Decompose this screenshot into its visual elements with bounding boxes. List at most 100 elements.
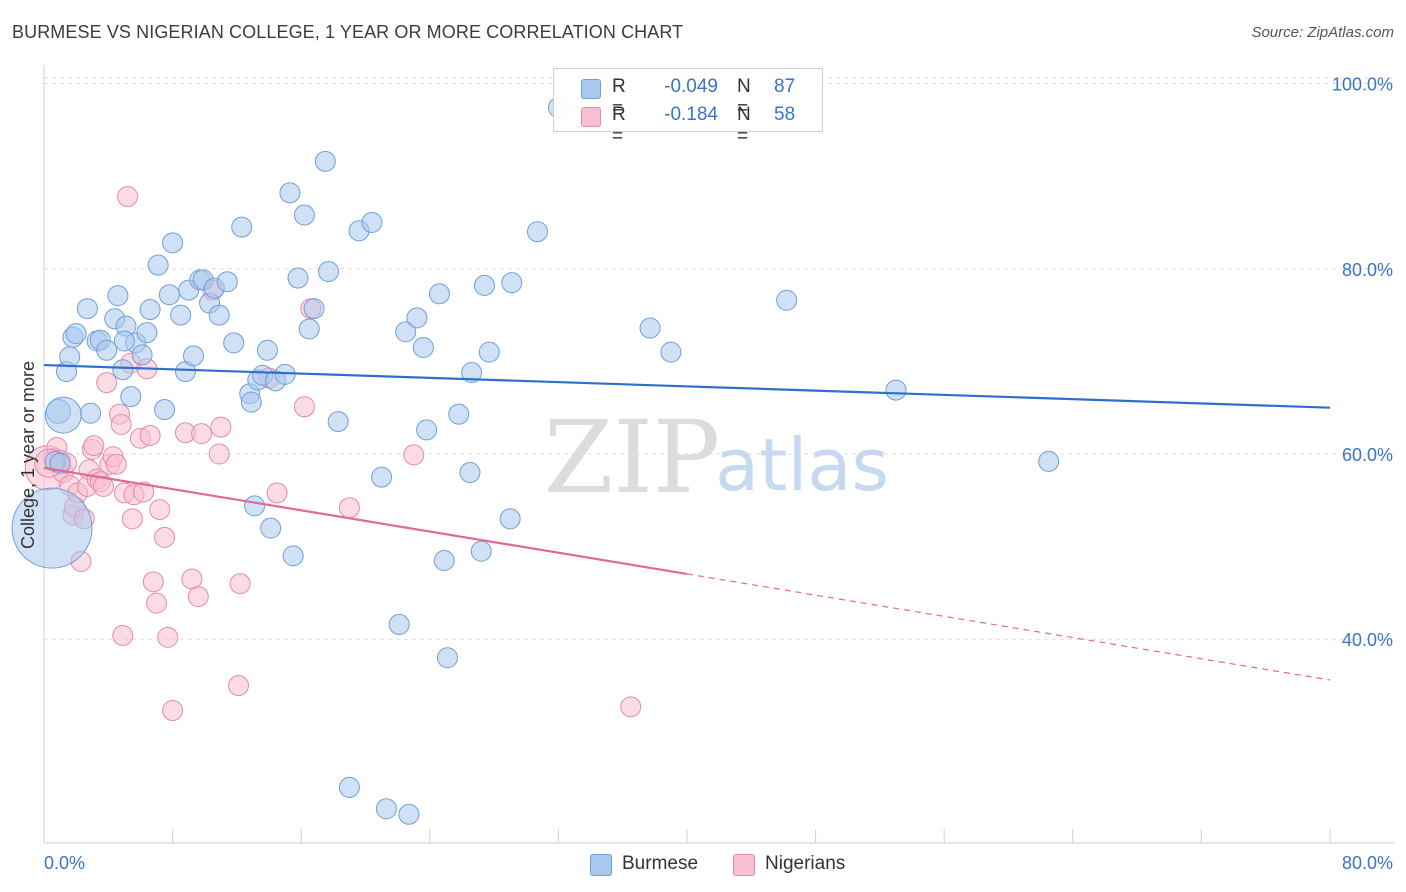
nigerians-point [157,626,179,648]
nigerians-point [105,453,127,475]
nigerians-point [208,443,230,465]
burmese-point [244,495,266,517]
nigerians-point [83,435,105,457]
nigerians-point [191,423,213,445]
burmese-point [11,487,93,569]
watermark-atlas: atlas [715,423,889,507]
burmese-point [499,508,521,530]
nigerians-point [139,424,161,446]
nigerians-trend-line-extension [686,573,1331,681]
y-tick-label: 60.0% [1342,445,1393,465]
burmese-point [314,150,336,172]
burmese-point [131,344,153,366]
watermark: ZIP atlas [544,399,889,516]
burmese-point [660,341,682,363]
axis-labels: 40.0% 60.0% 80.0% 100.0% 0.0% 80.0% College, 1… [18,75,1393,873]
r-label: R = [612,104,626,147]
burmese-point [527,221,549,243]
burmese-point [65,323,87,345]
burmese-point [303,298,325,320]
burmese-point [80,402,102,424]
burmese-point [260,517,282,539]
burmese-point [448,403,470,425]
burmese-point [223,332,245,354]
burmese-point [776,289,798,311]
burmese-point [154,399,176,421]
burmese-point [433,550,455,572]
nigerians-point [620,696,642,718]
nigerians-point [149,499,171,521]
n-value: 87 [774,76,796,97]
burmese-point [279,182,301,204]
grid-lines [44,77,1395,640]
nigerians-point [403,444,425,466]
nigerians-point [187,586,209,608]
burmese-legend-label: Burmese [622,853,699,874]
nigerians-point [110,413,132,435]
nigerians-point [181,568,203,590]
burmese-point [76,298,98,320]
y-tick-label: 80.0% [1342,260,1393,280]
burmese-point [375,798,397,820]
burmese-point [240,391,262,413]
burmese-point [428,283,450,305]
burmese-point [282,545,304,567]
burmese-point [436,647,458,669]
nigerians-legend-swatch [733,854,755,876]
nigerians-point [96,372,118,394]
x-tick-label: 0.0% [44,853,85,873]
burmese-point [1038,450,1060,472]
burmese-point [361,211,383,233]
burmese-point [388,613,410,635]
burmese-point [96,339,118,361]
nigerians-point [133,481,155,503]
burmese-point [470,540,492,562]
burmese-point [120,386,142,408]
burmese-point [147,254,169,276]
burmese-point [256,339,278,361]
burmese-point [231,216,253,238]
nigerians-point [210,416,232,438]
burmese-swatch [581,79,601,99]
burmese-point [170,304,192,326]
burmese-trend-line [43,363,1331,409]
burmese-point [318,261,340,283]
r-value: -0.184 [664,104,718,125]
burmese-point [158,284,180,306]
n-label: N = [737,76,751,119]
burmese-point [44,396,82,434]
burmese-point [406,307,428,329]
burmese-point [59,346,81,368]
burmese-point [398,803,420,825]
burmese-point [107,285,129,307]
burmese-point [416,419,438,441]
burmese-point [139,299,161,321]
n-value: 58 [774,104,796,125]
nigerians-point [338,497,360,519]
x-tick-label: 80.0% [1342,853,1393,873]
burmese-legend-swatch [590,854,612,876]
r-label: R = [612,76,626,119]
trend-lines [43,363,1331,681]
burmese-point [298,318,320,340]
burmese-point [136,322,158,344]
y-axis-title: College, 1 year or more [18,361,38,549]
burmese-point [639,317,661,339]
nigerians-legend-label: Nigerians [765,853,846,874]
burmese-point [293,204,315,226]
burmese-point [885,379,907,401]
nigerians-point [112,625,134,647]
burmese-point [478,341,500,363]
watermark-zip: ZIP [544,399,720,516]
r-value: -0.049 [664,76,718,97]
burmese-point [208,304,230,326]
burmese-point [473,274,495,296]
nigerians-point [154,526,176,548]
burmese-point [216,271,238,293]
burmese-point [412,336,434,358]
nigerians-swatch [581,107,601,127]
chart-title: BURMESE VS NIGERIAN COLLEGE, 1 YEAR OR M… [12,22,684,42]
burmese-point [371,466,393,488]
burmese-point [112,359,134,381]
